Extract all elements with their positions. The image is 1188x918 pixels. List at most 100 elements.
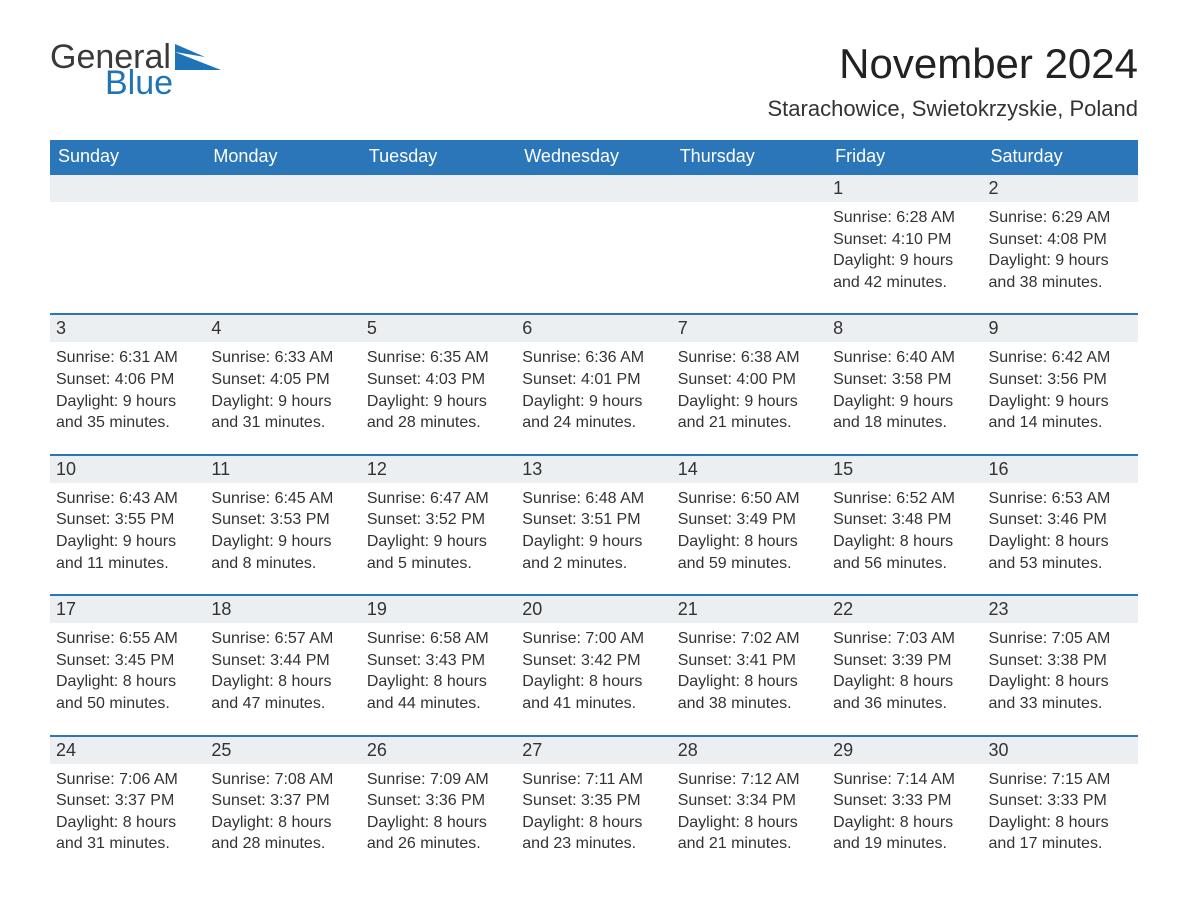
daylight-text: Daylight: 9 hours and 42 minutes.	[833, 250, 976, 293]
daylight-text: Daylight: 9 hours and 31 minutes.	[211, 391, 354, 434]
day-body: Sunrise: 6:45 AMSunset: 3:53 PMDaylight:…	[205, 483, 360, 578]
day-body: Sunrise: 6:55 AMSunset: 3:45 PMDaylight:…	[50, 623, 205, 718]
day-number: 10	[50, 456, 205, 483]
week-row: 17Sunrise: 6:55 AMSunset: 3:45 PMDayligh…	[50, 594, 1138, 718]
day-cell: 27Sunrise: 7:11 AMSunset: 3:35 PMDayligh…	[516, 737, 671, 859]
day-of-week-header: SundayMondayTuesdayWednesdayThursdayFrid…	[50, 140, 1138, 173]
sunrise-text: Sunrise: 6:29 AM	[989, 207, 1132, 229]
daylight-text: Daylight: 9 hours and 18 minutes.	[833, 391, 976, 434]
sunset-text: Sunset: 4:10 PM	[833, 229, 976, 251]
day-body: Sunrise: 6:31 AMSunset: 4:06 PMDaylight:…	[50, 342, 205, 437]
day-number: 5	[361, 315, 516, 342]
day-cell: 2Sunrise: 6:29 AMSunset: 4:08 PMDaylight…	[983, 175, 1138, 297]
daylight-text: Daylight: 9 hours and 14 minutes.	[989, 391, 1132, 434]
day-cell: 6Sunrise: 6:36 AMSunset: 4:01 PMDaylight…	[516, 315, 671, 437]
sunrise-text: Sunrise: 6:40 AM	[833, 347, 976, 369]
day-number	[50, 175, 205, 202]
daylight-text: Daylight: 9 hours and 2 minutes.	[522, 531, 665, 574]
daylight-text: Daylight: 8 hours and 33 minutes.	[989, 671, 1132, 714]
sunset-text: Sunset: 3:44 PM	[211, 650, 354, 672]
header: General Blue November 2024 Starachowice,…	[50, 40, 1138, 122]
sunrise-text: Sunrise: 7:12 AM	[678, 769, 821, 791]
week-row: 10Sunrise: 6:43 AMSunset: 3:55 PMDayligh…	[50, 454, 1138, 578]
day-number: 20	[516, 596, 671, 623]
day-body: Sunrise: 7:09 AMSunset: 3:36 PMDaylight:…	[361, 764, 516, 859]
day-cell: 22Sunrise: 7:03 AMSunset: 3:39 PMDayligh…	[827, 596, 982, 718]
day-number: 27	[516, 737, 671, 764]
sunrise-text: Sunrise: 7:15 AM	[989, 769, 1132, 791]
logo: General Blue	[50, 40, 223, 100]
day-body: Sunrise: 7:14 AMSunset: 3:33 PMDaylight:…	[827, 764, 982, 859]
sunset-text: Sunset: 3:45 PM	[56, 650, 199, 672]
week-row: 24Sunrise: 7:06 AMSunset: 3:37 PMDayligh…	[50, 735, 1138, 859]
daylight-text: Daylight: 9 hours and 38 minutes.	[989, 250, 1132, 293]
sunset-text: Sunset: 3:33 PM	[833, 790, 976, 812]
daylight-text: Daylight: 8 hours and 59 minutes.	[678, 531, 821, 574]
sunset-text: Sunset: 3:46 PM	[989, 509, 1132, 531]
day-body: Sunrise: 7:00 AMSunset: 3:42 PMDaylight:…	[516, 623, 671, 718]
sunrise-text: Sunrise: 6:52 AM	[833, 488, 976, 510]
sunrise-text: Sunrise: 6:57 AM	[211, 628, 354, 650]
sunrise-text: Sunrise: 6:53 AM	[989, 488, 1132, 510]
day-cell: 10Sunrise: 6:43 AMSunset: 3:55 PMDayligh…	[50, 456, 205, 578]
day-body: Sunrise: 6:52 AMSunset: 3:48 PMDaylight:…	[827, 483, 982, 578]
day-number: 17	[50, 596, 205, 623]
day-cell: 30Sunrise: 7:15 AMSunset: 3:33 PMDayligh…	[983, 737, 1138, 859]
sunset-text: Sunset: 3:37 PM	[211, 790, 354, 812]
sunset-text: Sunset: 3:39 PM	[833, 650, 976, 672]
sunset-text: Sunset: 3:56 PM	[989, 369, 1132, 391]
day-number: 8	[827, 315, 982, 342]
sunrise-text: Sunrise: 6:36 AM	[522, 347, 665, 369]
day-body: Sunrise: 6:35 AMSunset: 4:03 PMDaylight:…	[361, 342, 516, 437]
sunset-text: Sunset: 4:08 PM	[989, 229, 1132, 251]
day-body: Sunrise: 7:11 AMSunset: 3:35 PMDaylight:…	[516, 764, 671, 859]
title-block: November 2024 Starachowice, Swietokrzysk…	[768, 40, 1139, 122]
day-cell: 24Sunrise: 7:06 AMSunset: 3:37 PMDayligh…	[50, 737, 205, 859]
day-body	[361, 202, 516, 211]
day-body	[516, 202, 671, 211]
daylight-text: Daylight: 9 hours and 5 minutes.	[367, 531, 510, 574]
day-number: 9	[983, 315, 1138, 342]
day-body: Sunrise: 6:58 AMSunset: 3:43 PMDaylight:…	[361, 623, 516, 718]
day-body	[50, 202, 205, 211]
sunrise-text: Sunrise: 6:58 AM	[367, 628, 510, 650]
sunset-text: Sunset: 3:52 PM	[367, 509, 510, 531]
sunrise-text: Sunrise: 6:47 AM	[367, 488, 510, 510]
daylight-text: Daylight: 8 hours and 17 minutes.	[989, 812, 1132, 855]
day-body: Sunrise: 6:33 AMSunset: 4:05 PMDaylight:…	[205, 342, 360, 437]
sunrise-text: Sunrise: 6:50 AM	[678, 488, 821, 510]
day-number: 3	[50, 315, 205, 342]
day-cell	[361, 175, 516, 297]
day-body: Sunrise: 7:02 AMSunset: 3:41 PMDaylight:…	[672, 623, 827, 718]
sunset-text: Sunset: 3:49 PM	[678, 509, 821, 531]
day-body: Sunrise: 6:57 AMSunset: 3:44 PMDaylight:…	[205, 623, 360, 718]
sunset-text: Sunset: 3:55 PM	[56, 509, 199, 531]
daylight-text: Daylight: 8 hours and 36 minutes.	[833, 671, 976, 714]
daylight-text: Daylight: 8 hours and 26 minutes.	[367, 812, 510, 855]
daylight-text: Daylight: 8 hours and 31 minutes.	[56, 812, 199, 855]
sunrise-text: Sunrise: 7:14 AM	[833, 769, 976, 791]
day-body: Sunrise: 6:42 AMSunset: 3:56 PMDaylight:…	[983, 342, 1138, 437]
sunset-text: Sunset: 3:51 PM	[522, 509, 665, 531]
day-body: Sunrise: 6:29 AMSunset: 4:08 PMDaylight:…	[983, 202, 1138, 297]
week-row: 3Sunrise: 6:31 AMSunset: 4:06 PMDaylight…	[50, 313, 1138, 437]
dow-cell: Friday	[827, 140, 982, 173]
day-cell: 17Sunrise: 6:55 AMSunset: 3:45 PMDayligh…	[50, 596, 205, 718]
dow-cell: Thursday	[672, 140, 827, 173]
day-cell: 15Sunrise: 6:52 AMSunset: 3:48 PMDayligh…	[827, 456, 982, 578]
sunrise-text: Sunrise: 6:48 AM	[522, 488, 665, 510]
day-cell: 29Sunrise: 7:14 AMSunset: 3:33 PMDayligh…	[827, 737, 982, 859]
day-cell: 9Sunrise: 6:42 AMSunset: 3:56 PMDaylight…	[983, 315, 1138, 437]
dow-cell: Monday	[205, 140, 360, 173]
sunrise-text: Sunrise: 7:05 AM	[989, 628, 1132, 650]
day-number: 16	[983, 456, 1138, 483]
day-cell: 19Sunrise: 6:58 AMSunset: 3:43 PMDayligh…	[361, 596, 516, 718]
sunrise-text: Sunrise: 6:35 AM	[367, 347, 510, 369]
day-body	[205, 202, 360, 211]
day-cell: 20Sunrise: 7:00 AMSunset: 3:42 PMDayligh…	[516, 596, 671, 718]
sunset-text: Sunset: 3:48 PM	[833, 509, 976, 531]
dow-cell: Saturday	[983, 140, 1138, 173]
day-number: 24	[50, 737, 205, 764]
sunrise-text: Sunrise: 6:28 AM	[833, 207, 976, 229]
sunset-text: Sunset: 4:00 PM	[678, 369, 821, 391]
